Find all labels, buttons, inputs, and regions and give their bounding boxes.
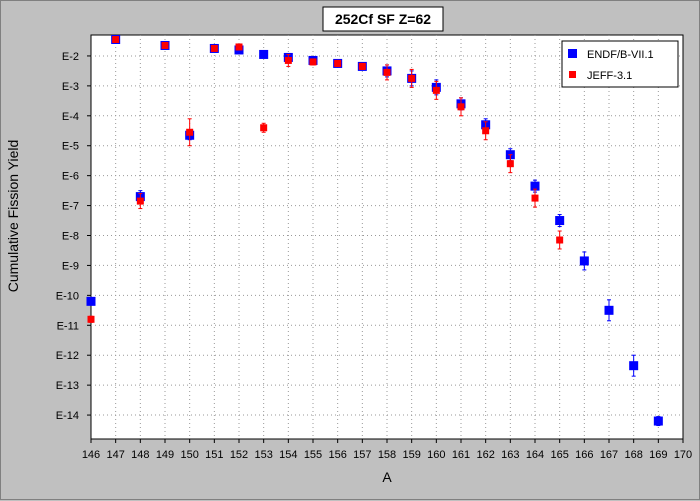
y-tick-label: E-6	[62, 171, 79, 183]
data-point	[136, 197, 144, 205]
data-point	[531, 194, 539, 202]
x-tick-label: 166	[575, 449, 593, 461]
data-point	[579, 256, 589, 266]
y-tick-label: E-11	[57, 320, 79, 332]
data-point	[161, 41, 169, 49]
data-point	[556, 236, 564, 244]
data-point	[530, 181, 540, 191]
x-tick-label: 165	[550, 449, 568, 461]
data-point	[383, 68, 391, 76]
data-point	[408, 74, 416, 82]
legend-marker-endf	[568, 49, 577, 58]
y-tick-label: E-14	[56, 410, 79, 422]
data-series	[86, 34, 663, 427]
series-jeff	[87, 35, 564, 323]
data-point	[284, 56, 292, 64]
legend-frame	[561, 40, 679, 88]
data-point	[604, 305, 614, 315]
y-tick-label: E-2	[62, 51, 79, 63]
data-point	[629, 361, 639, 371]
x-tick-label: 160	[427, 449, 445, 461]
y-tick-label: E-3	[62, 81, 79, 93]
x-tick-label: 161	[452, 449, 470, 461]
x-tick-label: 164	[526, 449, 544, 461]
x-tick-label: 146	[82, 449, 100, 461]
x-tick-label: 158	[378, 449, 396, 461]
x-tick-label: 170	[674, 449, 692, 461]
y-axis-ticks: E-2 E-3 E-4 E-5 E-6 E-7 E-8 E-9 E-10 E-11 E-12 E-13…	[56, 51, 91, 422]
title-box: 252Cf SF Z=62	[322, 6, 444, 32]
data-point	[86, 296, 96, 306]
data-point	[112, 35, 120, 43]
y-tick-label: E-10	[56, 290, 79, 302]
data-point	[210, 44, 218, 52]
x-tick-label: 159	[402, 449, 420, 461]
x-tick-label: 149	[156, 449, 174, 461]
y-tick-label: E-5	[62, 141, 79, 153]
x-tick-label: 155	[304, 449, 322, 461]
y-tick-label: E-8	[62, 231, 79, 243]
x-axis-ticks: 146 147 148 149 150 151 152 153 154 155 156 157 158 1…	[82, 439, 692, 461]
x-tick-label: 147	[106, 449, 124, 461]
legend-marker-jeff	[569, 71, 576, 78]
x-tick-label: 162	[476, 449, 494, 461]
x-tick-label: 168	[624, 449, 642, 461]
x-tick-label: 150	[180, 449, 198, 461]
legend-label-endf: ENDF/B-VII.1	[587, 49, 654, 61]
x-tick-label: 167	[600, 449, 618, 461]
chart-title: 252Cf SF Z=62	[335, 11, 431, 27]
data-point	[309, 58, 317, 66]
grid-lines	[91, 35, 683, 439]
data-point	[260, 124, 268, 132]
x-tick-label: 157	[353, 449, 371, 461]
data-point	[555, 216, 565, 226]
y-tick-label: E-7	[62, 201, 79, 213]
y-tick-label: E-4	[62, 111, 79, 123]
data-point	[87, 315, 95, 323]
x-tick-label: 151	[205, 449, 223, 461]
x-tick-label: 148	[131, 449, 149, 461]
x-axis-title: A	[382, 469, 392, 485]
y-axis-title: Cumulative Fission Yield	[5, 140, 21, 293]
x-tick-label: 163	[501, 449, 519, 461]
data-point	[358, 62, 366, 70]
data-point	[259, 49, 269, 59]
y-tick-label: E-13	[56, 380, 79, 392]
data-point	[506, 160, 514, 168]
x-tick-label: 156	[328, 449, 346, 461]
x-tick-label: 152	[230, 449, 248, 461]
x-tick-label: 169	[649, 449, 667, 461]
data-point	[457, 103, 465, 111]
legend: ENDF/B-VII.1 JEFF-3.1	[561, 40, 679, 88]
x-tick-label: 153	[254, 449, 272, 461]
data-point	[653, 416, 663, 426]
data-point	[334, 59, 342, 67]
legend-label-jeff: JEFF-3.1	[587, 70, 632, 82]
data-point	[432, 86, 440, 94]
y-tick-label: E-12	[56, 350, 79, 362]
y-tick-label: E-9	[62, 260, 79, 272]
x-tick-label: 154	[279, 449, 297, 461]
data-point	[235, 43, 243, 51]
title-frame	[322, 6, 444, 32]
data-point	[186, 128, 194, 136]
data-point	[482, 127, 490, 135]
